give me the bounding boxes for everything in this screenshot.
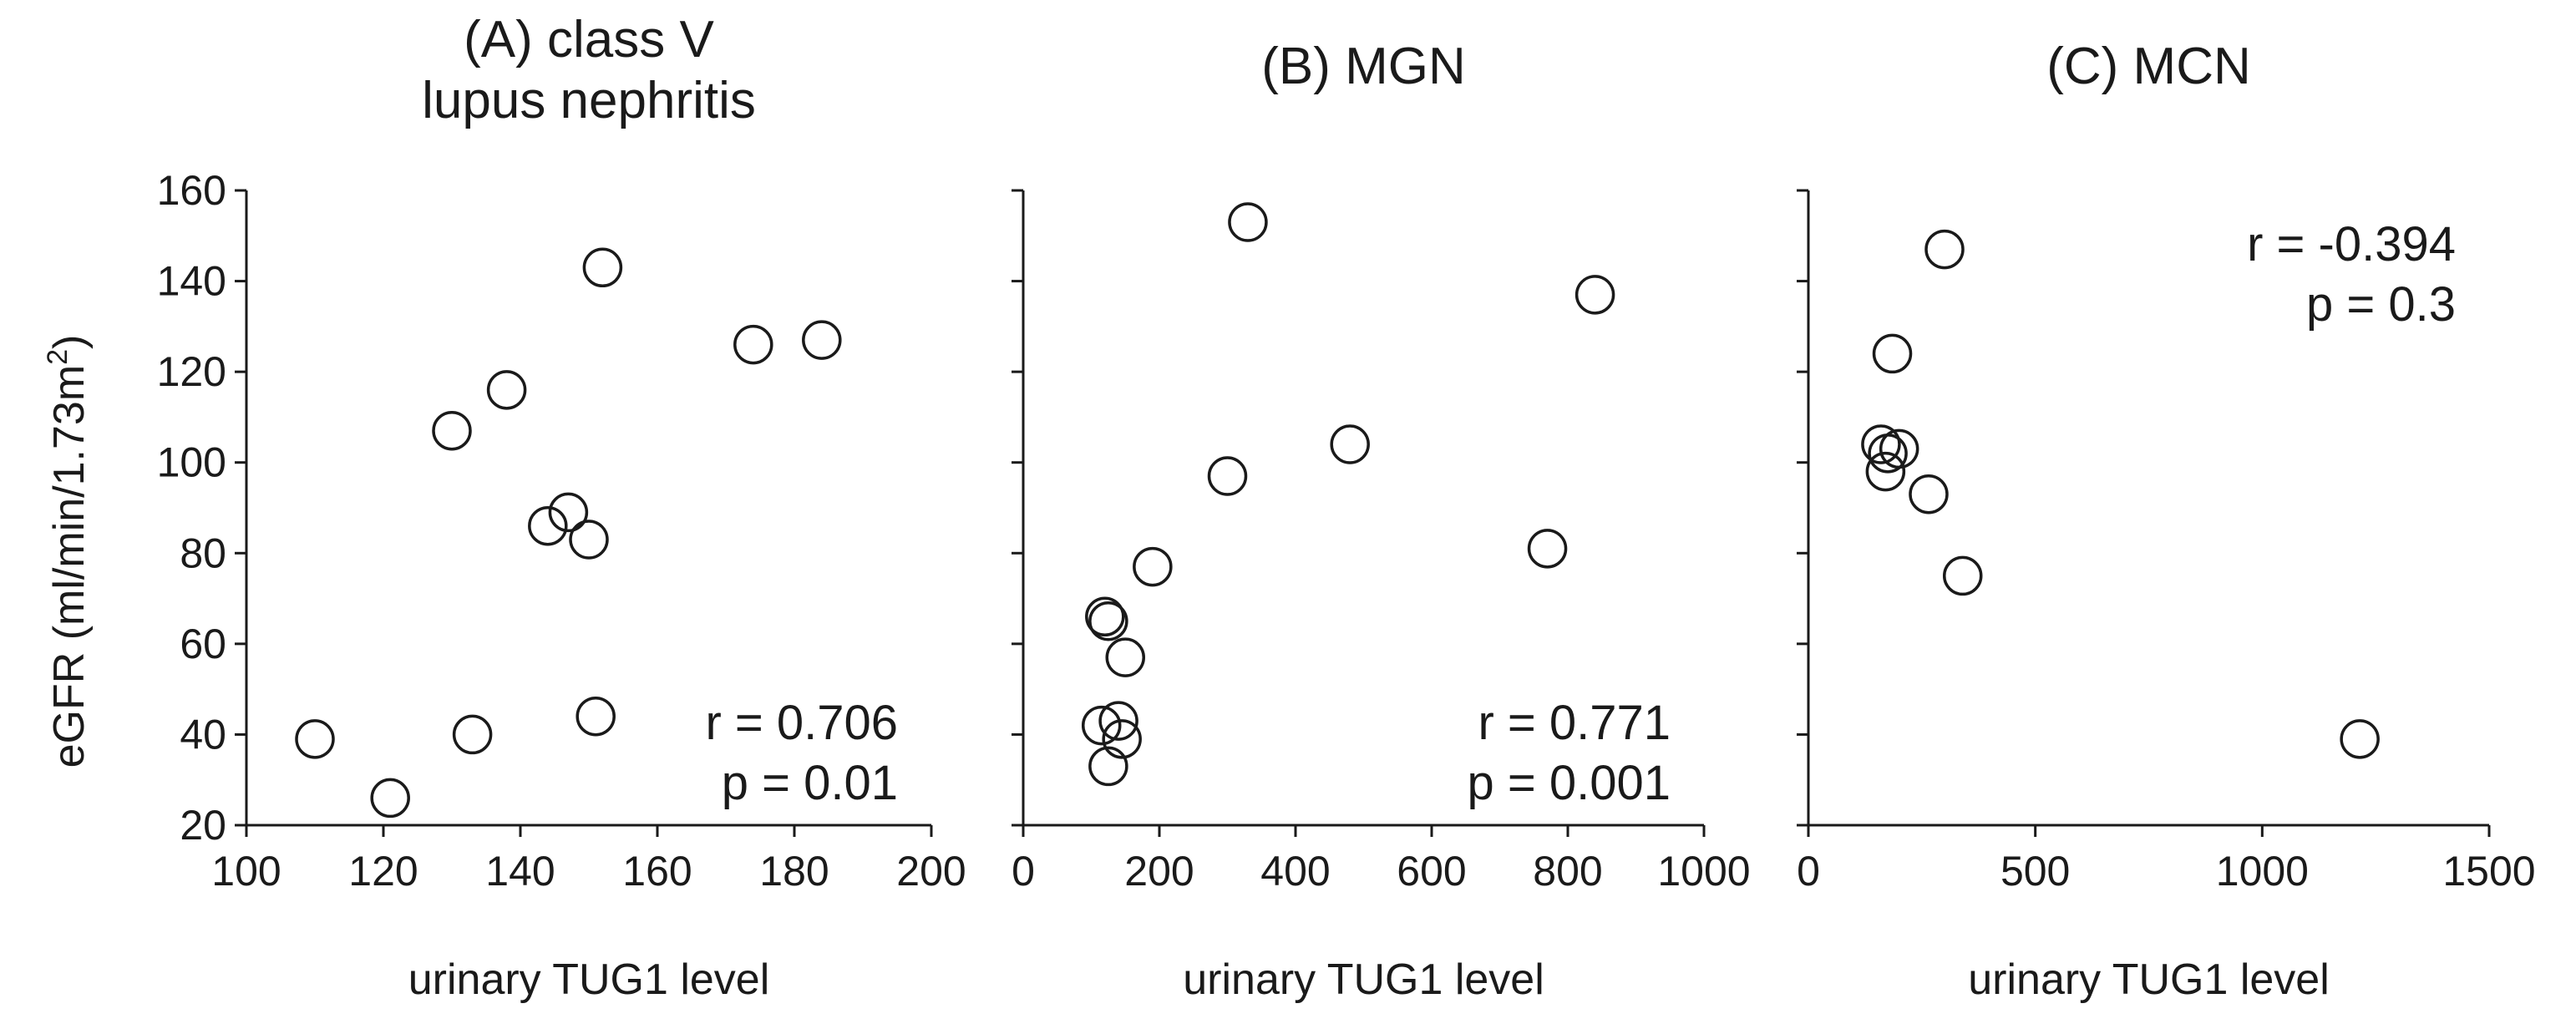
panel-2-data-point [1228, 202, 1268, 242]
panel-1-y-tick-label: 80 [180, 530, 226, 576]
panel-1-data-point [295, 719, 335, 759]
panel-3-x-tick-label: 1500 [2442, 848, 2535, 895]
panel-2-data-point [1527, 529, 1568, 569]
panel-1-x-tick-label: 200 [896, 848, 966, 895]
panel-1-x-tick-label: 120 [348, 848, 418, 895]
panel-1-data-point [548, 492, 589, 533]
panel-1-data-point [582, 247, 623, 288]
panel-2-data-point [1102, 719, 1142, 759]
panel-3-data-point [1942, 555, 1983, 596]
y-axis-label-superscript: 2 [42, 349, 74, 365]
panel-3-data-point [1868, 433, 1908, 474]
panel-2-x-tick-label: 800 [1533, 848, 1602, 895]
panel-2-data-point [1575, 275, 1615, 315]
panel-1-title-line-2: lupus nephritis [422, 72, 756, 129]
panel-3-data-point [1861, 424, 1901, 464]
panel-2-data-point [1085, 596, 1125, 637]
panel-1-data-point [733, 324, 773, 365]
panel-3-title-line-1: (C) MCN [2046, 38, 2251, 95]
panel-1-y-tick-label: 40 [180, 711, 226, 758]
panel-2-x-tick-label: 400 [1260, 848, 1330, 895]
panel-1-y-tick-label: 120 [157, 348, 226, 395]
y-axis-label: eGFR (ml/min/1.73m2) [42, 335, 94, 768]
panel-1-x-tick-label: 180 [759, 848, 829, 895]
panel-3-x-tick-label: 500 [2000, 848, 2070, 895]
panel-2-x-tick-label: 1000 [1657, 848, 1750, 895]
panel-2-data-point [1133, 546, 1173, 587]
panel-2-title-line-1: (B) MGN [1261, 38, 1466, 95]
panel-2-x-tick-label: 200 [1124, 848, 1194, 895]
panel-2-data-point [1105, 637, 1145, 677]
panel-2-data-point [1088, 746, 1128, 787]
panel-1-stat-2: p = 0.01 [722, 756, 898, 810]
panel-2-data-point [1088, 601, 1128, 641]
panel-1-data-point [528, 505, 568, 546]
panel-3-data-point [1872, 333, 1913, 374]
panel-2-data-point [1098, 701, 1138, 741]
panel-3-stat-2: p = 0.3 [2306, 277, 2456, 332]
panel-2-data-point [1207, 456, 1248, 496]
panel-3-x-tick-label: 0 [1797, 848, 1820, 895]
panel-1-data-point [370, 778, 410, 819]
panel-3-x-axis-label: urinary TUG1 level [1968, 955, 2330, 1004]
panel-3-x-tick-label: 1000 [2216, 848, 2309, 895]
panel-3-data-point [1924, 229, 1965, 270]
panel-1-data-point [452, 714, 493, 755]
y-axis-label-main: eGFR (ml/min/1.73m [45, 365, 94, 768]
panel-1-x-axis-label: urinary TUG1 level [408, 955, 770, 1004]
panel-1-title-line-1: (A) class V [464, 11, 714, 68]
panel-2-x-axis-label: urinary TUG1 level [1183, 955, 1544, 1004]
panel-1-data-point [432, 410, 472, 451]
panel-3-stat-1: r = -0.394 [2247, 217, 2456, 271]
panel-1-data-point [486, 370, 527, 410]
y-axis-label-close: ) [45, 335, 94, 349]
panel-2-x-tick-label: 0 [1012, 848, 1035, 895]
panel-2-stat-1: r = 0.771 [1478, 696, 1671, 750]
panel-1-y-tick-label: 160 [157, 167, 226, 214]
panel-3-data-point [1865, 451, 1906, 492]
panel-1-x-tick-label: 160 [622, 848, 692, 895]
panel-2-stat-2: p = 0.001 [1468, 756, 1671, 810]
panel-3-data-point [1909, 474, 1949, 514]
panel-2-data-point [1330, 424, 1370, 464]
panel-1-y-tick-label: 140 [157, 258, 226, 305]
panel-1-x-tick-label: 100 [211, 848, 281, 895]
panel-2-x-tick-label: 600 [1397, 848, 1466, 895]
panel-1-y-tick-label: 100 [157, 439, 226, 486]
panel-1-y-tick-label: 20 [180, 802, 226, 849]
panel-1-y-tick-label: 60 [180, 621, 226, 667]
panel-1-data-point [576, 696, 616, 737]
panel-1-data-point [802, 320, 842, 360]
panel-1-x-tick-label: 140 [485, 848, 555, 895]
panel-1-stat-1: r = 0.706 [705, 696, 898, 750]
panel-3-data-point [2340, 719, 2380, 759]
panel-2-data-point [1081, 705, 1122, 746]
panel-1-data-point [569, 520, 609, 560]
